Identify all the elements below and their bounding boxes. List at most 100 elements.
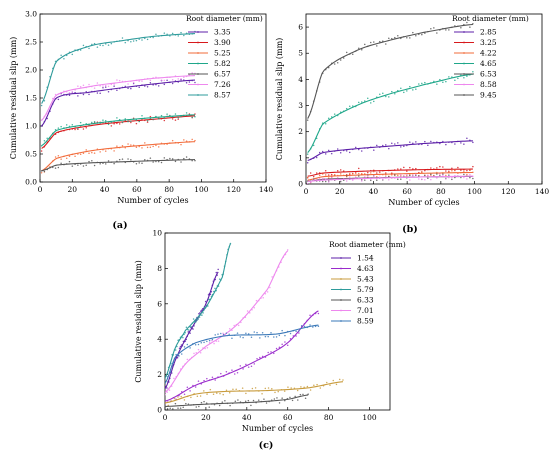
data-point (364, 100, 366, 102)
data-point (169, 157, 171, 160)
data-point (364, 176, 366, 178)
legend-swatch-dot (340, 267, 342, 270)
data-point (251, 387, 254, 390)
data-point (382, 144, 384, 147)
data-point (65, 157, 68, 159)
data-point (394, 143, 396, 145)
data-point (472, 71, 474, 73)
data-point (200, 310, 202, 312)
data-point (433, 27, 435, 29)
data-point (324, 153, 327, 155)
data-point (454, 169, 456, 171)
data-point (127, 87, 129, 90)
x-tick-label: 120 (227, 185, 242, 194)
data-point (107, 85, 110, 88)
data-point (339, 173, 342, 175)
data-point (403, 145, 405, 147)
data-point (327, 177, 330, 179)
data-point (191, 159, 193, 162)
series-5.79 (165, 242, 232, 380)
x-tick-label: 0 (38, 185, 43, 194)
data-point (203, 379, 205, 382)
data-point (345, 51, 348, 54)
data-point (79, 153, 82, 155)
data-point (189, 390, 191, 392)
data-point (149, 79, 152, 82)
series-5.43 (165, 378, 344, 407)
legend-swatch-dot (463, 62, 465, 65)
data-point (466, 21, 468, 24)
data-point (242, 368, 244, 370)
data-point (60, 54, 62, 57)
x-tick-label: 20 (201, 413, 211, 422)
series-4.22 (306, 169, 474, 184)
data-point (165, 408, 166, 410)
data-point (332, 379, 334, 382)
data-point (186, 343, 189, 346)
data-point (391, 37, 393, 40)
data-point (466, 173, 468, 176)
data-point (130, 120, 132, 122)
data-point (74, 155, 76, 158)
data-point (239, 336, 242, 338)
data-point (321, 180, 324, 183)
data-point (43, 140, 46, 142)
data-point (250, 336, 253, 339)
data-point (107, 90, 110, 93)
data-point (436, 173, 438, 175)
data-point (306, 119, 309, 121)
data-point (174, 119, 177, 121)
y-tick-label: 5 (298, 49, 303, 58)
data-point (348, 151, 351, 154)
data-point (199, 351, 202, 354)
data-point (183, 393, 186, 396)
data-point (239, 365, 242, 367)
data-point (315, 178, 318, 181)
data-point (217, 333, 219, 335)
data-point (191, 116, 193, 119)
data-point (278, 346, 281, 348)
plot-area (165, 242, 344, 410)
data-point (77, 164, 79, 166)
data-point (376, 179, 378, 182)
data-point (182, 406, 184, 409)
legend-item: 3.90 (188, 38, 231, 47)
series-5.82 (40, 112, 196, 147)
data-point (241, 387, 244, 389)
data-point (342, 57, 345, 59)
data-point (198, 313, 200, 315)
x-tick-label: 100 (362, 413, 377, 422)
data-point (206, 340, 208, 343)
data-point (65, 124, 68, 126)
y-tick-label: 2.5 (25, 38, 37, 47)
data-point (222, 332, 224, 335)
data-point (211, 338, 214, 341)
data-point (439, 173, 441, 175)
data-point (121, 37, 124, 39)
y-tick-label: 2.0 (25, 66, 37, 75)
data-point (348, 176, 351, 178)
legend-swatch-dot (463, 31, 465, 33)
y-tick-label: 3 (298, 101, 303, 110)
fit-line (165, 381, 344, 404)
data-point (256, 331, 258, 334)
data-point (379, 93, 381, 95)
data-point (466, 169, 468, 172)
legend-swatch-dot (197, 41, 199, 44)
legend-swatch-dot (197, 52, 199, 54)
data-point (190, 325, 192, 328)
data-point (300, 386, 302, 388)
data-point (110, 125, 113, 127)
data-point (146, 38, 149, 41)
data-point (85, 90, 87, 93)
data-point (208, 339, 211, 342)
data-point (194, 116, 196, 118)
data-point (354, 146, 357, 149)
data-point (463, 76, 465, 79)
data-point (436, 177, 438, 179)
data-point (403, 166, 405, 169)
data-point (88, 160, 90, 163)
data-point (270, 331, 272, 334)
data-point (138, 86, 140, 88)
legend-swatch-dot (197, 62, 199, 65)
